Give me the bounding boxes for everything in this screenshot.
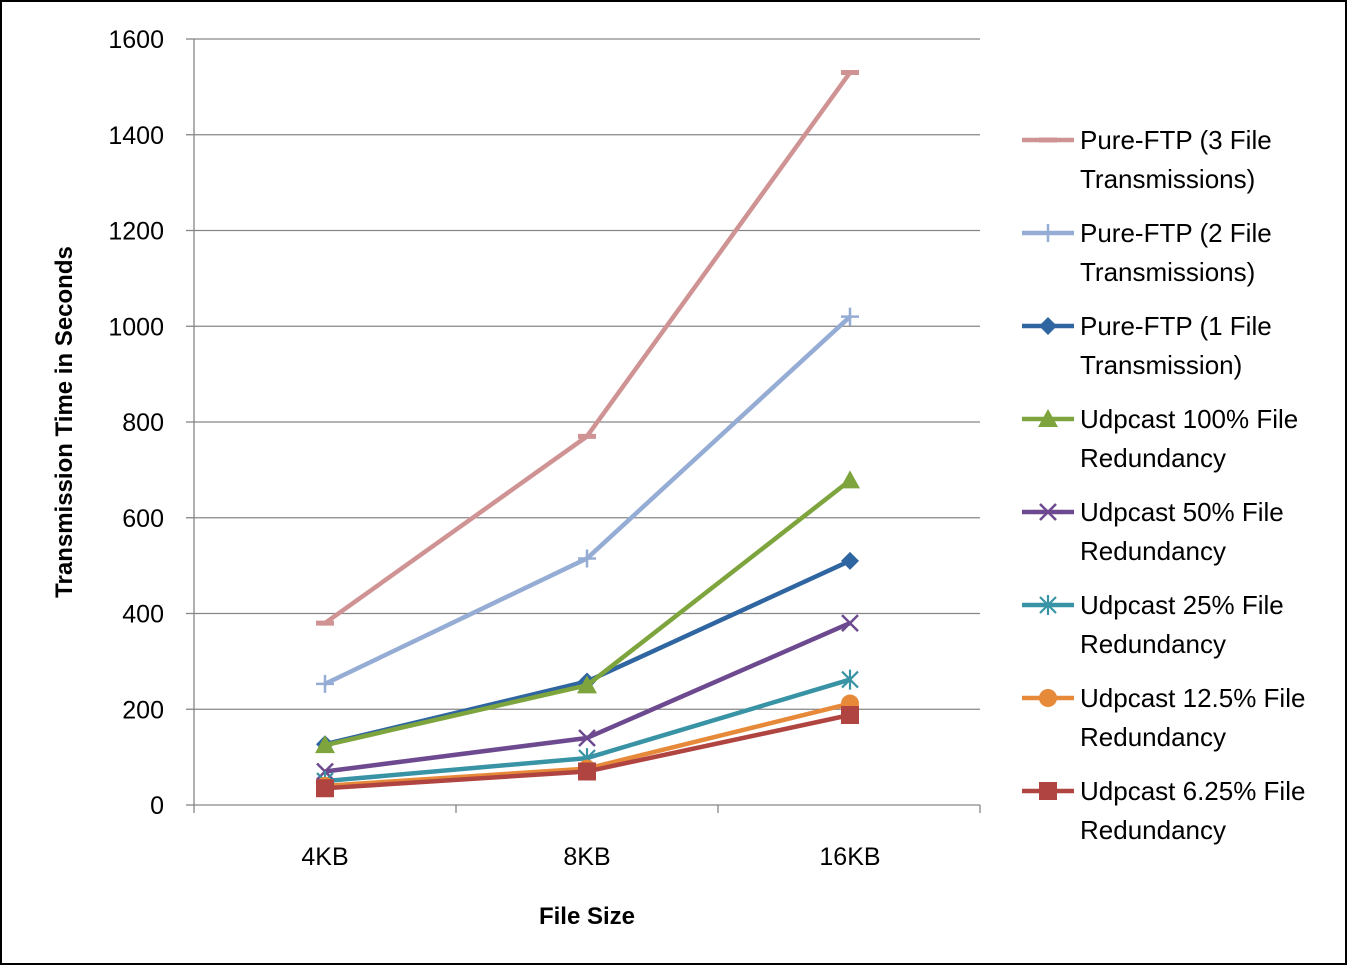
legend-item: Pure-FTP (2 File Transmissions) (1022, 218, 1272, 287)
y-tick-label: 1000 (108, 313, 164, 341)
data-point-marker (841, 307, 859, 326)
legend-label: Redundancy (1080, 722, 1226, 752)
legend-item: Pure-FTP (1 File Transmission) (1022, 311, 1272, 380)
data-point-marker (578, 549, 596, 568)
data-point-marker (1039, 503, 1057, 521)
data-point-marker (1039, 782, 1057, 800)
y-tick-label: 200 (122, 696, 164, 724)
x-axis-title: File Size (539, 903, 635, 930)
data-point-marker (1039, 224, 1057, 242)
series-line (324, 558, 851, 747)
legend-label: Redundancy (1080, 536, 1226, 566)
legend-label: Udpcast 100% File (1080, 404, 1298, 434)
y-tick-label: 400 (122, 601, 164, 629)
legend-label: Udpcast 6.25% File (1080, 776, 1305, 806)
data-point-marker (315, 735, 335, 754)
series-line (324, 315, 852, 686)
y-axis-title: Transmission Time in Seconds (51, 246, 78, 598)
legend-label: Redundancy (1080, 629, 1226, 659)
data-point-marker (1039, 317, 1057, 335)
data-point-marker (1039, 689, 1057, 707)
legend-label: Pure-FTP (1 File (1080, 311, 1272, 341)
data-point-marker (841, 669, 859, 690)
legend-label: Redundancy (1080, 443, 1226, 473)
x-tick-label: 8KB (563, 843, 610, 871)
data-point-marker (316, 779, 334, 798)
y-tick-label: 1600 (108, 26, 164, 54)
legend-label: Udpcast 50% File (1080, 497, 1284, 527)
series-layer (315, 70, 860, 798)
legend-label: Udpcast 12.5% File (1080, 683, 1305, 713)
legend-label: Redundancy (1080, 815, 1226, 845)
data-point-marker (1038, 409, 1058, 427)
gridlines (194, 38, 980, 710)
legend-item: Udpcast 12.5% File Redundancy (1022, 683, 1305, 752)
data-point-marker (578, 762, 596, 781)
data-point-marker (577, 675, 597, 694)
y-tick-label: 600 (122, 505, 164, 533)
legend-label: Transmission) (1080, 350, 1242, 380)
legend-label: Transmissions) (1080, 257, 1255, 287)
x-tick-label: 4KB (301, 843, 348, 871)
series-square (316, 705, 859, 798)
legend-label: Pure-FTP (3 File (1080, 125, 1272, 155)
legend-label: Udpcast 25% File (1080, 590, 1284, 620)
y-tick-label: 0 (150, 792, 164, 820)
data-point-marker (841, 551, 859, 570)
series-triangle (315, 470, 860, 754)
data-point-marker (841, 705, 859, 724)
legend-item: Pure-FTP (3 File Transmissions) (1022, 125, 1272, 194)
legend-item: Udpcast 25% File Redundancy (1022, 590, 1284, 659)
legend-label: Transmissions) (1080, 164, 1255, 194)
axes: 0 200 400 600 800 1000 1200 1400 1600 4KB 8KB 16KB (108, 26, 981, 871)
legend-item: Udpcast 6.25% File Redundancy (1022, 776, 1305, 845)
series-plus (316, 307, 859, 693)
data-point-marker (1039, 595, 1057, 615)
y-tick-label: 1200 (108, 218, 164, 246)
x-tick-label: 16KB (819, 843, 880, 871)
series-dash (316, 70, 859, 626)
legend-label: Pure-FTP (2 File (1080, 218, 1272, 248)
y-tick-label: 800 (122, 409, 164, 437)
series-x (316, 614, 859, 781)
data-point-marker (316, 674, 334, 693)
y-tick-label: 1400 (108, 122, 164, 150)
data-point-marker (841, 614, 859, 632)
legend-item: Udpcast 100% File Redundancy (1022, 404, 1298, 473)
data-point-marker (578, 729, 596, 747)
legend-item: Udpcast 50% File Redundancy (1022, 497, 1284, 566)
data-point-marker (840, 470, 860, 489)
series-line (324, 478, 852, 748)
